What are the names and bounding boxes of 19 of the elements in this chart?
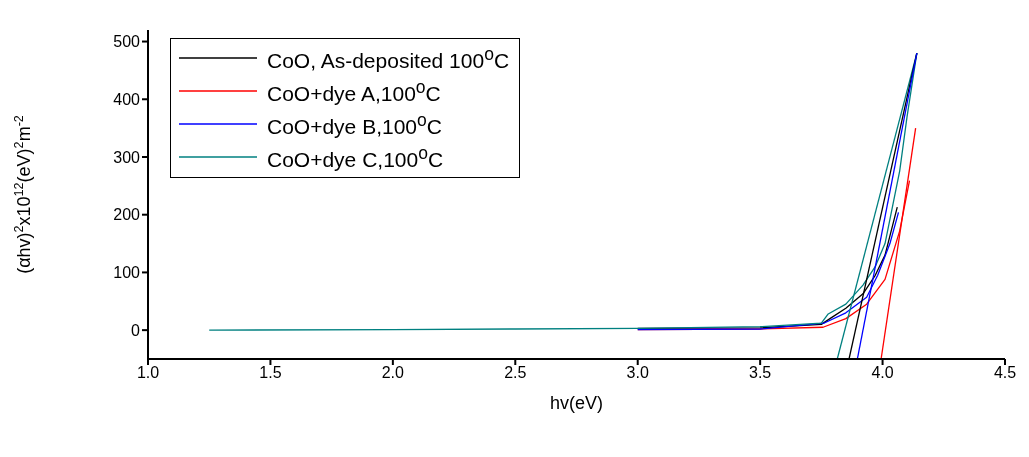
x-tick-label: 4.5: [993, 364, 1017, 382]
y-tick-label: 200: [113, 206, 141, 224]
legend-label: CoO+dye A,100$^{o}$C: [267, 76, 441, 107]
x-tick-label: 1.5: [259, 364, 282, 382]
legend-label: CoO, As-deposited 100$^{o}$C: [267, 43, 510, 74]
legend-label: CoO+dye C,100$^{o}$C: [267, 142, 444, 173]
legend-label: CoO+dye B,100$^{o}$C: [267, 109, 442, 140]
x-tick-label: 3.5: [749, 364, 772, 382]
y-tick-label: 400: [113, 90, 141, 108]
x-tick-label: 2.0: [381, 364, 405, 382]
x-tick-label: 2.5: [504, 364, 527, 382]
y-tick-label: 500: [113, 33, 141, 51]
y-tick-label: 300: [113, 148, 141, 166]
x-tick-label: 1.0: [136, 364, 160, 382]
y-tick-label: 100: [113, 264, 141, 282]
x-tick-label: 3.0: [626, 364, 649, 382]
x-tick-label: 4.0: [871, 364, 894, 382]
y-tick-label: 0: [131, 321, 141, 339]
x-axis-title: hv(eV): [549, 393, 604, 413]
